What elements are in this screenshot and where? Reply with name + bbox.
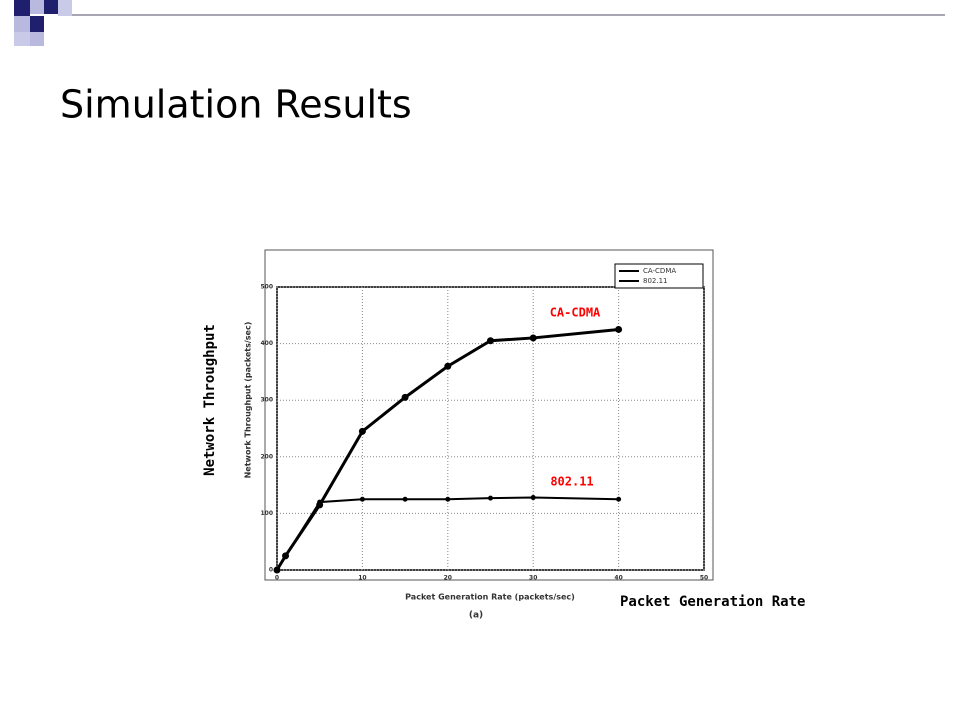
annotation: 802.11 [550,475,593,489]
data-point [402,496,408,502]
data-point [530,495,536,501]
data-point [444,362,452,370]
caption: (a) [469,611,483,621]
y-axis-label: Network Throughput (packets/sec) [244,322,253,479]
data-point [359,496,365,502]
x-tick-label: 10 [358,575,366,582]
decor-square [14,16,30,32]
decor-square [44,0,58,14]
slide-title: Simulation Results [60,83,412,127]
decor-square [58,0,72,16]
annotation: CA-CDMA [550,306,601,320]
x-tick-label: 40 [614,575,622,582]
decor-square [30,32,44,46]
data-point [358,427,366,435]
data-point [615,325,623,333]
data-point [616,496,622,502]
decor-square [30,0,44,14]
x-tick-label: 30 [529,575,537,582]
decor-square [30,16,44,32]
decor-square [14,32,30,46]
legend-box [614,263,704,289]
chart-frame [264,249,714,581]
y-tick-label: 200 [260,453,273,460]
data-point [283,553,289,559]
annotation: Network Throughput [202,324,218,476]
annotation: Packet Generation Rate [620,594,805,610]
decor-square [14,0,30,16]
y-tick-label: 300 [260,397,273,404]
x-tick-label: 0 [275,575,279,582]
legend-label: CA-CDMA [643,267,676,275]
data-point [317,499,323,505]
y-tick-label: 400 [260,340,273,347]
x-axis-label: Packet Generation Rate (packets/sec) [405,593,575,602]
data-point [487,337,494,345]
y-tick-label: 100 [260,510,273,517]
data-point [488,495,493,501]
data-point [401,393,409,401]
data-point [529,334,537,342]
legend-label: 802.11 [643,277,668,285]
y-tick-label: 500 [260,284,273,291]
data-point [445,496,451,502]
x-tick-label: 20 [444,575,452,582]
y-tick-label: 0 [269,567,273,574]
x-tick-label: 50 [700,575,708,582]
data-point [274,567,280,573]
